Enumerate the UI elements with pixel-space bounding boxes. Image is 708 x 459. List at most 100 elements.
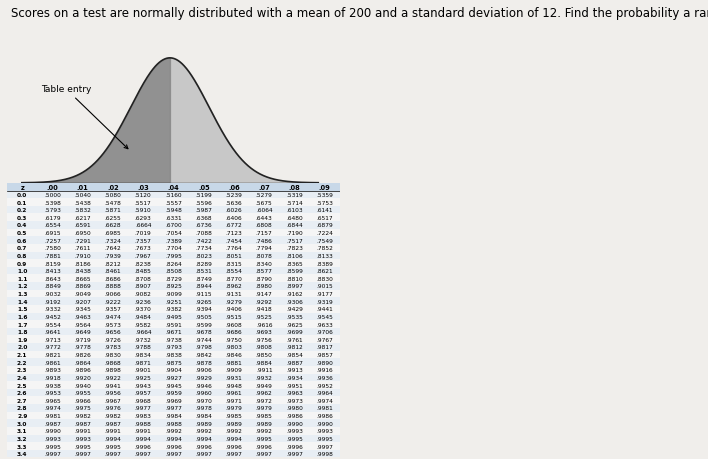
- Text: .7764: .7764: [226, 246, 242, 251]
- Text: .9982: .9982: [74, 413, 91, 418]
- Text: 0.5: 0.5: [17, 230, 28, 235]
- Text: .6985: .6985: [105, 230, 121, 235]
- Text: .9099: .9099: [165, 291, 182, 297]
- Text: 2.0: 2.0: [17, 345, 28, 350]
- Text: .9382: .9382: [165, 307, 182, 312]
- Text: .7823: .7823: [286, 246, 303, 251]
- Text: 3.3: 3.3: [17, 443, 28, 448]
- Text: .7486: .7486: [256, 238, 273, 243]
- Text: .8315: .8315: [226, 261, 242, 266]
- Text: .6591: .6591: [74, 223, 91, 228]
- Text: .9934: .9934: [286, 375, 303, 380]
- Text: .9854: .9854: [286, 352, 303, 357]
- Text: .9991: .9991: [105, 428, 121, 433]
- Text: .9966: .9966: [74, 398, 91, 403]
- Text: .9778: .9778: [74, 345, 91, 350]
- Text: .9965: .9965: [44, 398, 61, 403]
- Text: .9997: .9997: [316, 443, 333, 448]
- Text: .9265: .9265: [195, 299, 212, 304]
- Text: .9826: .9826: [74, 352, 91, 357]
- Text: .7088: .7088: [195, 230, 212, 235]
- Text: .9993: .9993: [286, 428, 303, 433]
- Text: .9979: .9979: [256, 406, 273, 410]
- Text: .9783: .9783: [105, 345, 121, 350]
- Text: .9996: .9996: [226, 443, 242, 448]
- Text: .7324: .7324: [105, 238, 121, 243]
- Text: .9927: .9927: [165, 375, 182, 380]
- Text: .8023: .8023: [195, 253, 212, 258]
- Text: .7517: .7517: [286, 238, 303, 243]
- Text: .9474: .9474: [105, 314, 121, 319]
- Bar: [7, 267, 340, 275]
- Text: .9973: .9973: [286, 398, 303, 403]
- Text: 1.1: 1.1: [17, 276, 28, 281]
- Text: .9808: .9808: [256, 345, 273, 350]
- Text: .8508: .8508: [165, 269, 182, 274]
- Text: .5753: .5753: [316, 200, 333, 205]
- Text: .09: .09: [319, 185, 331, 190]
- Text: .8643: .8643: [44, 276, 61, 281]
- Text: .8531: .8531: [195, 269, 212, 274]
- Text: .8749: .8749: [195, 276, 212, 281]
- Text: .9582: .9582: [135, 322, 152, 327]
- Text: .9997: .9997: [165, 451, 182, 456]
- Text: .9761: .9761: [286, 337, 303, 342]
- Text: .9573: .9573: [105, 322, 121, 327]
- Text: .8962: .8962: [226, 284, 242, 289]
- Text: .7995: .7995: [165, 253, 182, 258]
- Text: .5675: .5675: [256, 200, 273, 205]
- Text: .9949: .9949: [256, 383, 273, 388]
- Text: .9995: .9995: [74, 443, 91, 448]
- Text: .6664: .6664: [135, 223, 152, 228]
- Text: .07: .07: [258, 185, 270, 190]
- Text: .8078: .8078: [256, 253, 273, 258]
- Text: 2.7: 2.7: [17, 398, 28, 403]
- Text: .8665: .8665: [74, 276, 91, 281]
- Bar: [7, 199, 340, 207]
- Text: .9744: .9744: [195, 337, 212, 342]
- Text: .9693: .9693: [256, 330, 273, 335]
- Text: .9599: .9599: [195, 322, 212, 327]
- Text: 1.4: 1.4: [17, 299, 28, 304]
- Text: .9925: .9925: [135, 375, 152, 380]
- Text: .9972: .9972: [256, 398, 273, 403]
- Text: .8133: .8133: [316, 253, 333, 258]
- Text: .00: .00: [47, 185, 58, 190]
- Text: .9952: .9952: [316, 383, 333, 388]
- Text: 3.1: 3.1: [17, 428, 28, 433]
- Text: .7389: .7389: [165, 238, 182, 243]
- Text: .9554: .9554: [44, 322, 61, 327]
- Text: z: z: [167, 189, 173, 199]
- Text: .7123: .7123: [226, 230, 242, 235]
- Text: .9788: .9788: [135, 345, 152, 350]
- Text: .9997: .9997: [256, 451, 273, 456]
- Text: .8264: .8264: [165, 261, 182, 266]
- Text: .8997: .8997: [286, 284, 303, 289]
- Text: .5359: .5359: [316, 192, 333, 197]
- Text: .9922: .9922: [105, 375, 121, 380]
- Text: .9864: .9864: [74, 360, 91, 365]
- Text: .9633: .9633: [316, 322, 333, 327]
- Text: 2.3: 2.3: [17, 368, 28, 373]
- Text: .9969: .9969: [165, 398, 182, 403]
- Text: .9974: .9974: [44, 406, 61, 410]
- Bar: [7, 260, 340, 267]
- Bar: [7, 305, 340, 313]
- Text: .8686: .8686: [105, 276, 121, 281]
- Text: .9798: .9798: [195, 345, 212, 350]
- Text: .06: .06: [228, 185, 240, 190]
- Text: .9641: .9641: [44, 330, 61, 335]
- Text: .9992: .9992: [195, 428, 212, 433]
- Text: .9951: .9951: [286, 383, 303, 388]
- Text: .9893: .9893: [44, 368, 61, 373]
- Bar: [7, 435, 340, 442]
- Text: 1.5: 1.5: [17, 307, 28, 312]
- Text: .9995: .9995: [105, 443, 121, 448]
- Text: .9994: .9994: [226, 436, 242, 441]
- Text: .9981: .9981: [44, 413, 61, 418]
- Text: .9945: .9945: [165, 383, 182, 388]
- Text: .9976: .9976: [105, 406, 121, 410]
- Text: .9207: .9207: [74, 299, 91, 304]
- Text: .9049: .9049: [74, 291, 91, 297]
- Text: .9997: .9997: [195, 451, 212, 456]
